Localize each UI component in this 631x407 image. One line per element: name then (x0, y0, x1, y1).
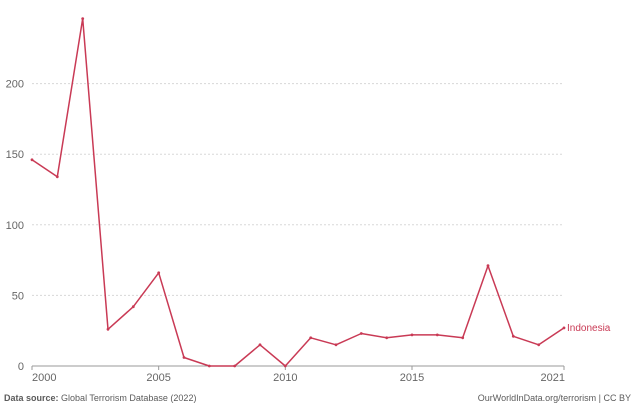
data-point (309, 336, 313, 340)
series-group: Indonesia (30, 17, 611, 368)
data-point (157, 271, 161, 275)
y-tick-label: 100 (6, 220, 24, 232)
data-point (207, 364, 211, 368)
data-point (55, 175, 59, 179)
data-point (30, 158, 34, 162)
data-point (435, 333, 439, 337)
x-axis: 2000 2005 2010 2015 2021 (31, 365, 565, 384)
x-tick-label: 2005 (146, 372, 170, 384)
data-point (81, 17, 85, 20)
x-tick-label: 2000 (32, 372, 56, 384)
data-point (106, 327, 110, 331)
data-point (562, 326, 566, 330)
data-point (385, 336, 389, 340)
data-source-label: Data source: (4, 393, 59, 403)
y-tick-label: 150 (6, 149, 24, 161)
credit-link[interactable]: OurWorldInData.org/terrorism | CC BY (477, 393, 631, 403)
data-point (131, 305, 135, 309)
gridlines (32, 83, 564, 296)
x-tick-label: 2015 (400, 372, 424, 384)
y-tick-label: 200 (6, 79, 24, 91)
data-point (334, 343, 338, 347)
data-point (511, 334, 515, 338)
series-line (31, 17, 565, 367)
x-tick-label: 2021 (541, 372, 565, 384)
data-point (461, 336, 465, 340)
y-tick-label: 0 (18, 361, 24, 373)
data-point (283, 364, 287, 368)
data-source-text: Global Terrorism Database (2022) (61, 393, 197, 403)
data-source-note: Data source: Global Terrorism Database (… (4, 393, 196, 403)
data-point (359, 332, 363, 335)
data-point (537, 343, 541, 347)
data-point (233, 364, 237, 368)
y-axis: 0 50 100 150 200 (6, 79, 24, 373)
series-label: Indonesia (567, 323, 611, 334)
data-point (410, 333, 414, 337)
y-tick-label: 50 (12, 290, 24, 302)
data-point (182, 356, 186, 359)
x-tick-label: 2010 (273, 372, 297, 384)
data-point (258, 343, 262, 347)
data-point (486, 264, 490, 268)
